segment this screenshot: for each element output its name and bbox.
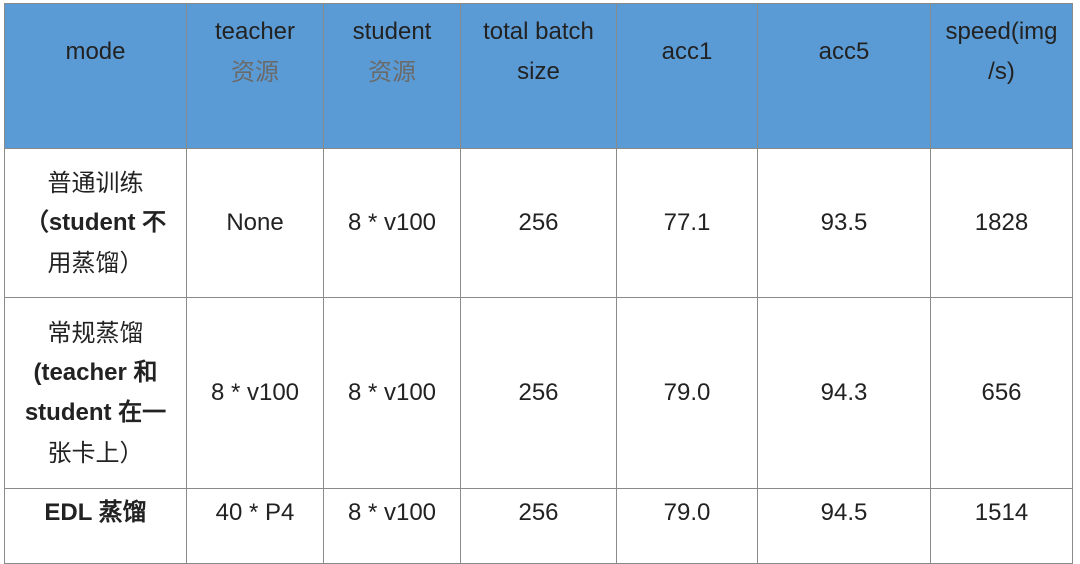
table-row: EDL 蒸馏 40 * P4 8 * v100 256 79.0 94.5 15… [4,488,1073,564]
cell-speed: 1514 [930,488,1073,564]
header-teacher-line1: teacher [214,18,296,45]
header-teacher: teacher 资源 [186,3,324,149]
header-student-line2: 资源 [368,58,416,86]
mode-line: 用蒸馏） [47,249,144,277]
header-total-batch-line1: total batch [483,18,594,45]
cell-student: 8 * v100 [323,297,461,489]
mode-line: student 在一 [24,399,167,426]
header-total-batch-size: total batch size [460,3,617,149]
header-speed: speed(img /s) [930,3,1073,149]
header-row: mode teacher 资源 student 资源 total batch s… [4,3,1073,149]
cell-acc1: 77.1 [616,148,758,298]
header-acc5-label: acc5 [818,38,870,65]
cell-mode: 普通训练 （student 不 用蒸馏） [4,148,187,298]
header-acc1-label: acc1 [661,38,713,65]
mode-line: 普通训练 [47,169,144,197]
cell-acc1: 79.0 [616,297,758,489]
cell-speed: 1828 [930,148,1073,298]
distillation-comparison-table: mode teacher 资源 student 资源 total batch s… [4,3,1073,564]
cell-acc1: 79.0 [616,488,758,564]
header-speed-line1: speed(img [945,18,1058,45]
header-total-batch-line2: size [517,58,560,85]
table-body: 普通训练 （student 不 用蒸馏） None 8 * v100 256 7… [4,148,1073,564]
header-acc1: acc1 [616,3,758,149]
header-student-line1: student [352,18,432,45]
cell-teacher: 8 * v100 [186,297,324,489]
cell-speed: 656 [930,297,1073,489]
mode-line: （student 不 [24,209,167,236]
header-speed-line2: /s) [988,58,1015,85]
cell-teacher: None [186,148,324,298]
header-mode-label: mode [65,38,126,65]
mode-line: (teacher 和 [33,359,158,386]
header-mode: mode [4,3,187,149]
cell-acc5: 94.3 [757,297,931,489]
mode-line: 张卡上） [47,439,144,467]
cell-mode: 常规蒸馏 (teacher 和 student 在一 张卡上） [4,297,187,489]
cell-total-batch-size: 256 [460,148,617,298]
cell-mode: EDL 蒸馏 [4,488,187,564]
header-teacher-line2: 资源 [231,58,279,86]
mode-line: 常规蒸馏 [47,319,144,347]
cell-total-batch-size: 256 [460,488,617,564]
cell-student: 8 * v100 [323,488,461,564]
table-row: 普通训练 （student 不 用蒸馏） None 8 * v100 256 7… [4,148,1073,298]
comparison-table-wrapper: mode teacher 资源 student 资源 total batch s… [4,3,1073,564]
header-acc5: acc5 [757,3,931,149]
cell-student: 8 * v100 [323,148,461,298]
table-header: mode teacher 资源 student 资源 total batch s… [4,3,1073,149]
cell-teacher: 40 * P4 [186,488,324,564]
mode-line: EDL 蒸馏 [44,499,147,526]
header-student: student 资源 [323,3,461,149]
cell-acc5: 94.5 [757,488,931,564]
table-row: 常规蒸馏 (teacher 和 student 在一 张卡上） 8 * v100… [4,297,1073,489]
cell-acc5: 93.5 [757,148,931,298]
cell-total-batch-size: 256 [460,297,617,489]
